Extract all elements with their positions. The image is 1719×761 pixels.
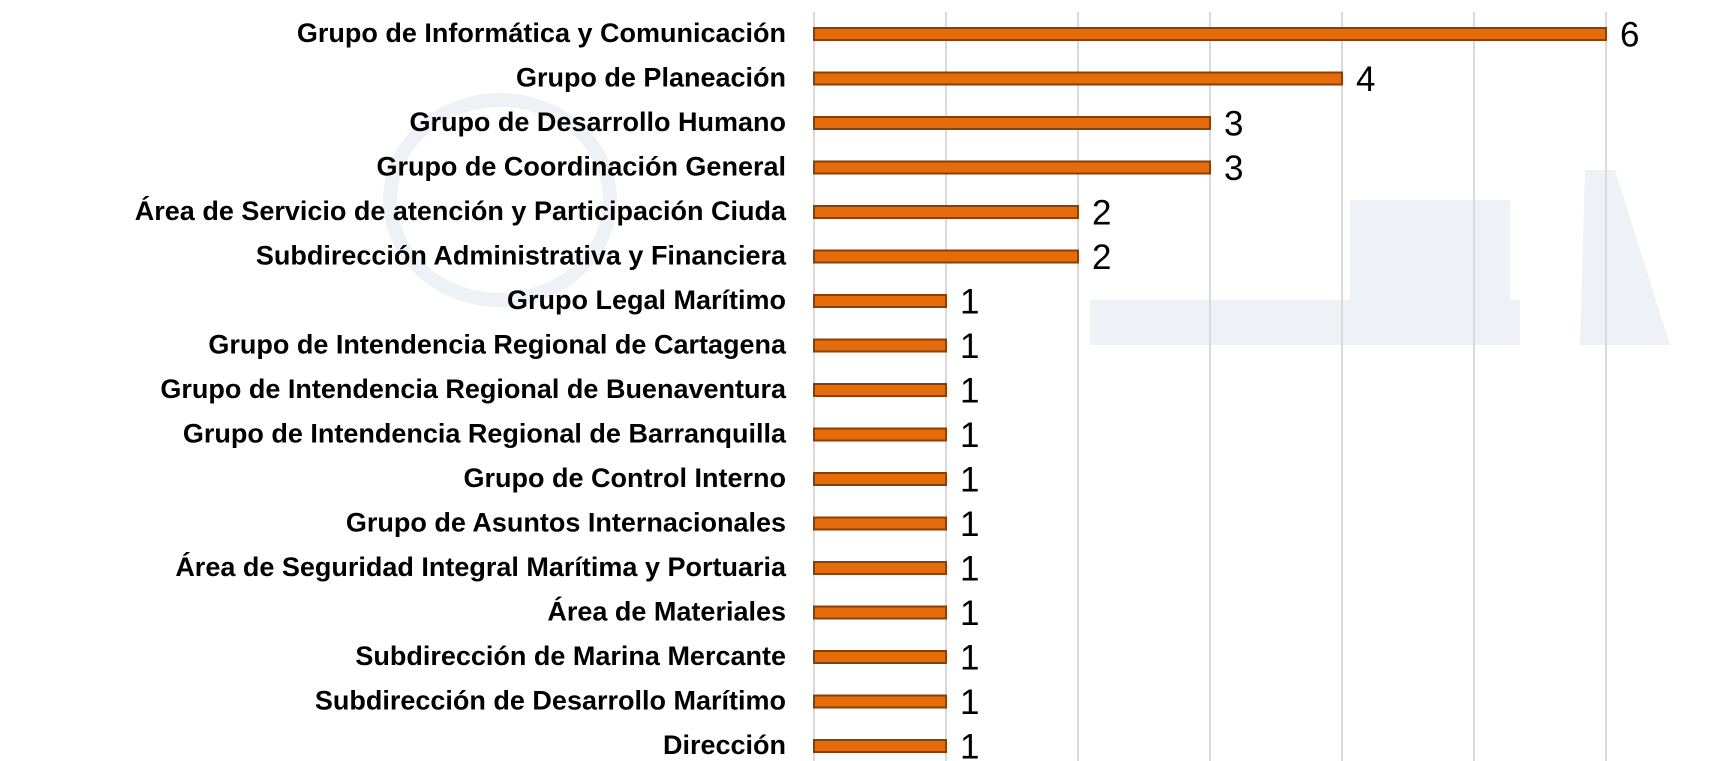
value-label: 1: [960, 727, 979, 761]
category-label: Área de Servicio de atención y Participa…: [135, 195, 787, 226]
bar: [814, 73, 1342, 85]
value-label: 1: [960, 683, 979, 722]
category-label: Área de Materiales: [547, 596, 786, 627]
bar: [814, 28, 1606, 40]
value-label: 6: [1620, 15, 1639, 54]
category-label: Dirección: [663, 730, 786, 760]
value-label: 1: [960, 549, 979, 588]
category-label: Grupo de Desarrollo Humano: [409, 107, 786, 137]
bar: [814, 518, 946, 530]
value-label: 4: [1356, 60, 1375, 99]
bar: [814, 740, 946, 752]
category-label: Grupo de Coordinación General: [376, 152, 786, 182]
value-label: 1: [960, 282, 979, 321]
bar: [814, 473, 946, 485]
value-label: 1: [960, 416, 979, 455]
value-label: 3: [1224, 149, 1243, 188]
value-label: 1: [960, 638, 979, 677]
value-label: 1: [960, 460, 979, 499]
value-label: 2: [1092, 238, 1111, 277]
value-label: 1: [960, 505, 979, 544]
bar: [814, 696, 946, 708]
bar: [814, 206, 1078, 218]
bar: [814, 251, 1078, 263]
category-label: Grupo de Informática y Comunicación: [297, 18, 786, 48]
chart: Grupo de Informática y Comunicación 6 Grup…: [0, 0, 1719, 761]
bar: [814, 651, 946, 663]
category-label: Grupo de Intendencia Regional de Barranq…: [183, 419, 787, 449]
category-label: Área de Seguridad Integral Marítima y Po…: [175, 551, 787, 582]
bar: [814, 295, 946, 307]
value-label: 1: [960, 327, 979, 366]
category-label: Grupo Legal Marítimo: [507, 285, 786, 315]
category-label: Subdirección Administrativa y Financiera: [256, 241, 787, 271]
bar: [814, 162, 1210, 174]
category-label: Grupo de Intendencia Regional de Buenave…: [160, 374, 787, 404]
bar: [814, 562, 946, 574]
bar: [814, 340, 946, 352]
value-label: 3: [1224, 104, 1243, 143]
bar: [814, 384, 946, 396]
category-label: Subdirección de Desarrollo Marítimo: [315, 686, 786, 716]
bar: [814, 117, 1210, 129]
value-label: 2: [1092, 193, 1111, 232]
category-label: Grupo de Planeación: [516, 63, 786, 93]
bar: [814, 607, 946, 619]
category-label: Grupo de Intendencia Regional de Cartage…: [208, 330, 787, 360]
category-label: Grupo de Asuntos Internacionales: [346, 508, 786, 538]
value-label: 1: [960, 594, 979, 633]
bar: [814, 429, 946, 441]
category-label: Grupo de Control Interno: [464, 463, 786, 493]
value-label: 1: [960, 371, 979, 410]
category-label: Subdirección de Marina Mercante: [355, 641, 786, 671]
